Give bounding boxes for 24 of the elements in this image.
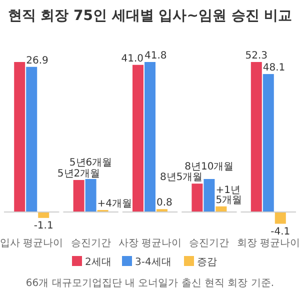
x-tick-label: 승진기간: [189, 238, 230, 249]
annotation: 8년5개월: [160, 172, 203, 184]
text: 66개 대규모기업집단 내 오너일가 출신 현직 회장 기준.: [26, 278, 274, 289]
annotation: +1년 5개월: [216, 184, 242, 206]
data-label: -1.1: [34, 220, 54, 232]
annotation: 5년6개월: [69, 158, 112, 168]
x-tick-label: 입사 평균나이: [0, 238, 64, 249]
legend-label: 증감: [197, 257, 217, 268]
x-tick-label: 승진기간: [70, 238, 111, 249]
x-tick-label: 회장 평균나이: [236, 238, 300, 249]
data-label: 41.0: [121, 53, 144, 64]
data-label: 0.8: [156, 198, 172, 209]
text: 현직 회장 75인 세대별 입사~임원 승진 비교: [8, 8, 292, 24]
legend-label: 2세대: [85, 257, 112, 268]
data-label: 48.1: [262, 62, 286, 74]
annotation: 5년2개월: [57, 168, 100, 180]
data-label: -4.1: [270, 226, 290, 238]
annotation: 8년10개월: [184, 162, 234, 172]
data-label: 41.8: [144, 50, 167, 62]
annotation: +4개월: [97, 198, 132, 210]
data-label: 52.3: [245, 50, 268, 62]
x-tick-label: 사장 평균나이: [118, 238, 182, 249]
data-label: 26.9: [26, 55, 48, 66]
legend-label: 3-4세대: [135, 257, 172, 268]
